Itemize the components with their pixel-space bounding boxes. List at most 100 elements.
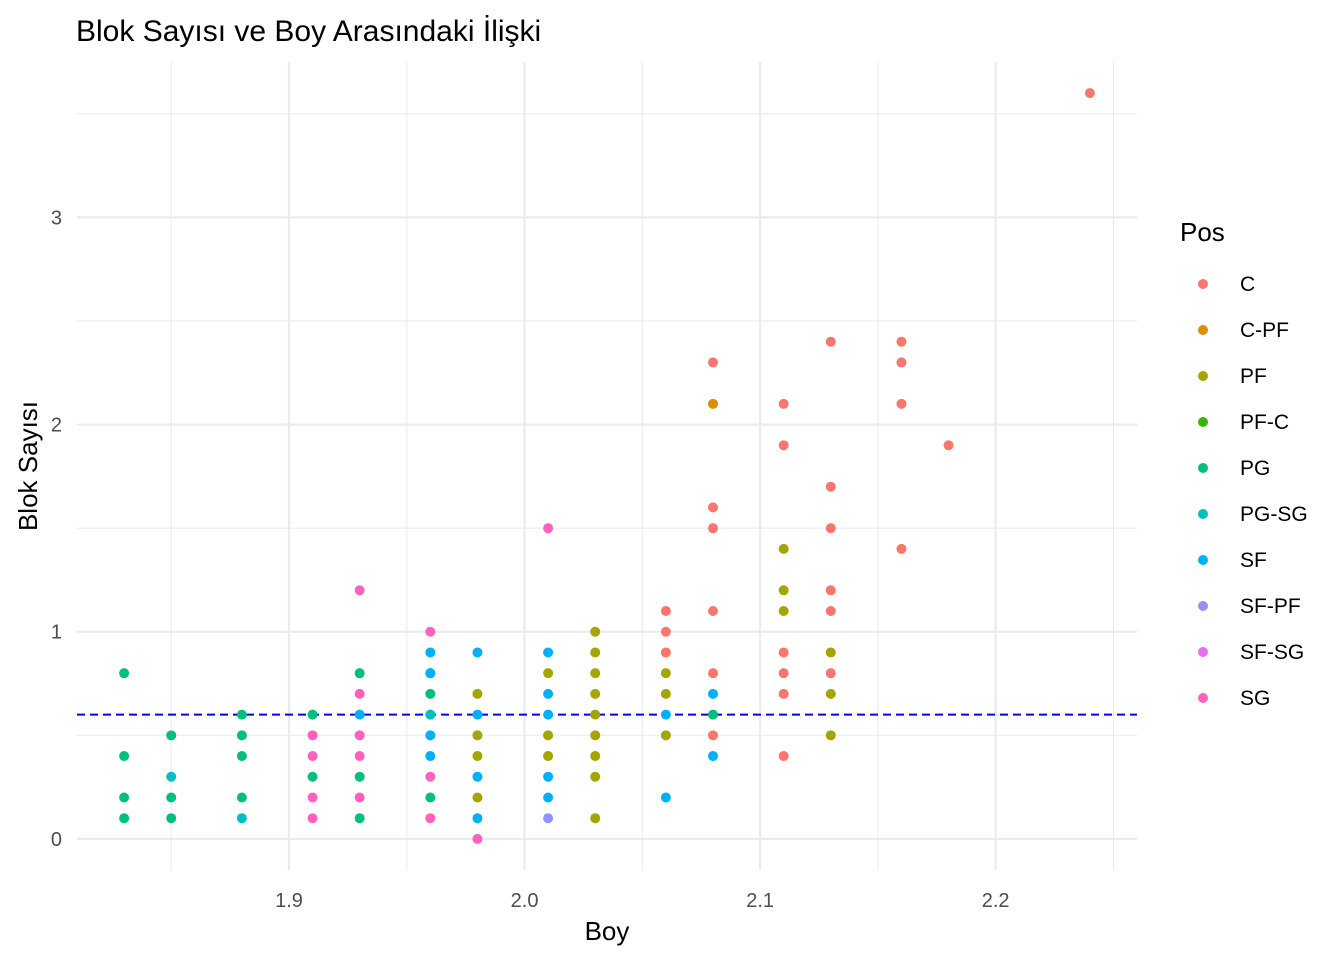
data-point bbox=[425, 647, 436, 658]
data-point bbox=[236, 751, 247, 762]
data-point bbox=[236, 813, 247, 824]
data-point bbox=[307, 813, 318, 824]
data-point bbox=[660, 626, 671, 637]
data-point bbox=[708, 688, 718, 699]
data-point bbox=[543, 647, 554, 658]
series-pg-sg bbox=[166, 709, 436, 824]
x-tick-label: 2.0 bbox=[511, 890, 539, 912]
data-point bbox=[119, 751, 130, 762]
data-point bbox=[472, 709, 483, 720]
data-point bbox=[166, 771, 177, 782]
series-pg bbox=[119, 668, 718, 824]
data-point bbox=[708, 357, 718, 368]
legend-key-sf bbox=[1198, 555, 1208, 565]
data-point bbox=[825, 336, 836, 347]
chart-title: Blok Sayısı ve Boy Arasındaki İlişki bbox=[76, 15, 541, 48]
x-axis-title: Boy bbox=[585, 916, 630, 946]
data-point bbox=[825, 585, 836, 596]
data-point bbox=[896, 543, 907, 554]
data-point bbox=[708, 398, 718, 409]
legend-key-pg-sg bbox=[1198, 509, 1208, 519]
data-point bbox=[660, 792, 671, 803]
data-point bbox=[708, 751, 718, 762]
data-point bbox=[472, 688, 483, 699]
legend-label-c: C bbox=[1240, 273, 1255, 296]
data-point bbox=[778, 606, 789, 617]
data-point bbox=[354, 730, 365, 741]
data-point bbox=[166, 792, 177, 803]
data-point bbox=[543, 730, 554, 741]
data-point bbox=[472, 751, 483, 762]
data-point bbox=[354, 792, 365, 803]
data-point bbox=[236, 730, 247, 741]
legend-label-sg: SG bbox=[1240, 687, 1270, 710]
data-point bbox=[590, 668, 601, 679]
data-point bbox=[825, 647, 836, 658]
data-point bbox=[543, 771, 554, 782]
data-point bbox=[943, 440, 954, 451]
data-point bbox=[660, 668, 671, 679]
data-point bbox=[119, 668, 130, 679]
legend-label-sf-pf: SF-PF bbox=[1240, 595, 1301, 618]
data-point bbox=[778, 668, 789, 679]
data-point bbox=[825, 668, 836, 679]
data-point bbox=[660, 647, 671, 658]
data-point bbox=[119, 813, 130, 824]
data-point bbox=[825, 688, 836, 699]
data-point bbox=[425, 771, 436, 782]
legend-key-pf bbox=[1198, 371, 1208, 381]
data-point bbox=[708, 709, 718, 720]
data-point bbox=[354, 771, 365, 782]
data-point bbox=[472, 647, 483, 658]
data-point bbox=[354, 813, 365, 824]
legend-key-sf-pf bbox=[1198, 601, 1208, 611]
data-point bbox=[660, 730, 671, 741]
data-point bbox=[590, 751, 601, 762]
data-point bbox=[778, 688, 789, 699]
data-point bbox=[307, 751, 318, 762]
data-point bbox=[778, 585, 789, 596]
legend-key-pf-c bbox=[1198, 417, 1208, 427]
data-point bbox=[590, 730, 601, 741]
data-point bbox=[590, 771, 601, 782]
data-point bbox=[590, 709, 601, 720]
data-point bbox=[660, 606, 671, 617]
data-point bbox=[354, 709, 365, 720]
data-point bbox=[660, 709, 671, 720]
y-tick-label: 1 bbox=[51, 622, 62, 644]
data-point bbox=[825, 523, 836, 534]
data-point bbox=[778, 647, 789, 658]
data-point bbox=[307, 771, 318, 782]
data-point bbox=[543, 751, 554, 762]
y-axis-title: Blok Sayısı bbox=[13, 401, 43, 531]
data-point bbox=[425, 688, 436, 699]
legend-key-sf-sg bbox=[1198, 647, 1208, 657]
series-c-pf bbox=[708, 398, 718, 409]
legend-label-pf: PF bbox=[1240, 365, 1267, 388]
data-point bbox=[708, 502, 718, 513]
data-point bbox=[825, 606, 836, 617]
legend-title: Pos bbox=[1180, 217, 1225, 247]
data-point bbox=[543, 792, 554, 803]
data-point bbox=[543, 813, 554, 824]
data-point bbox=[236, 792, 247, 803]
legend-label-pg: PG bbox=[1240, 457, 1270, 480]
data-point bbox=[354, 585, 365, 596]
legend: Pos C C-PF PF PF-C PG PG-SG SF SF-PF SF-SG SG bbox=[1180, 217, 1308, 710]
axis-ticks: 1.9 2.0 2.1 2.2 0 1 2 3 bbox=[51, 207, 1010, 912]
series-c bbox=[660, 88, 1095, 762]
y-tick-label: 3 bbox=[51, 207, 62, 229]
data-point bbox=[354, 751, 365, 762]
data-point bbox=[166, 730, 177, 741]
data-point bbox=[660, 688, 671, 699]
data-point bbox=[590, 626, 601, 637]
data-point bbox=[472, 833, 483, 844]
data-point bbox=[778, 751, 789, 762]
series-sf-pf bbox=[543, 813, 554, 824]
legend-key-c bbox=[1198, 279, 1208, 289]
x-tick-label: 1.9 bbox=[275, 890, 303, 912]
data-point bbox=[425, 792, 436, 803]
data-point bbox=[708, 668, 718, 679]
data-point bbox=[472, 771, 483, 782]
